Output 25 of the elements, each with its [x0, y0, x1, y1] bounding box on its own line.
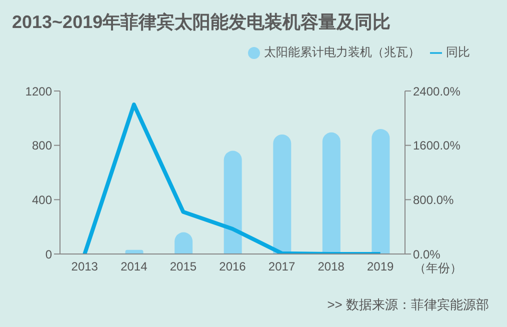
- y2-tick-label: 0.0%: [413, 247, 441, 262]
- y2-tick-label: 2400.0%: [413, 84, 461, 98]
- x-tick-label: 2015: [170, 260, 197, 274]
- x-tick-label: 2016: [219, 260, 246, 274]
- y-tick-label: 400: [32, 192, 52, 207]
- y-tick-label: 1200: [25, 84, 52, 98]
- y-tick-label: 0: [45, 247, 52, 262]
- y-tick-label: 800: [32, 138, 52, 153]
- y2-tick-label: 800.0%: [413, 192, 454, 207]
- x-tick-label: 2018: [318, 260, 345, 274]
- bar: [372, 129, 390, 254]
- x-axis-title: （年份）: [414, 260, 462, 277]
- y2-tick-label: 1600.0%: [413, 138, 461, 153]
- x-tick-label: 2017: [268, 260, 296, 274]
- x-tick-label: 2019: [367, 260, 394, 274]
- legend-label: 太阳能累计电力装机（兆瓦）: [264, 45, 420, 59]
- legend-label: 同比: [446, 45, 470, 59]
- chart-title: 2013~2019年菲律宾太阳能发电装机容量及同比: [12, 11, 391, 34]
- x-tick-label: 2014: [120, 260, 148, 274]
- x-tick-label: 2013: [71, 260, 98, 274]
- bar: [322, 132, 340, 254]
- line-series: [82, 102, 382, 254]
- bar: [224, 150, 242, 254]
- text: >> 数据来源：菲律宾能源部: [327, 296, 489, 314]
- bar: [273, 134, 292, 254]
